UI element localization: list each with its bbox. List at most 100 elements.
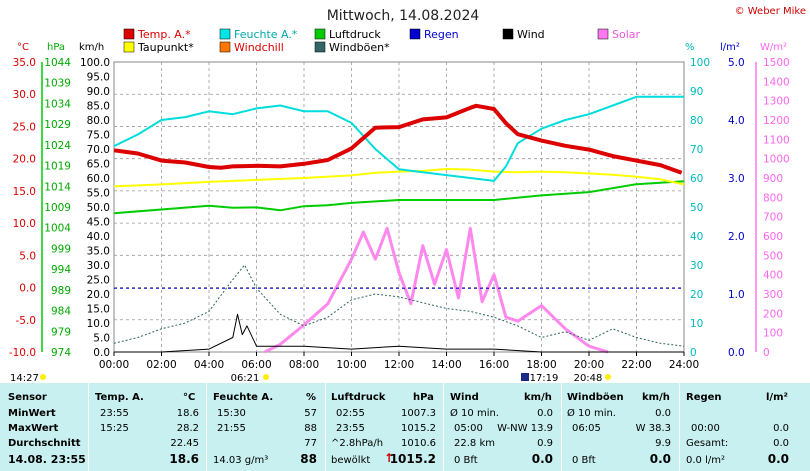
moon-time: 17:19 — [530, 373, 559, 383]
wind-tick-label: 90.0 — [87, 86, 110, 98]
wind-tick-label: 10.0 — [87, 318, 110, 330]
solar-tick-label: 300 — [763, 289, 783, 301]
temp-tick-label: 30.0 — [13, 89, 36, 101]
solar-tick-label: 600 — [763, 231, 783, 243]
max-rain-value: 0.0 — [773, 423, 789, 434]
max-hum-value: 88 — [304, 423, 317, 434]
pressure-trend-arrow: ↑ — [384, 451, 395, 465]
pressure-tick-label: 1029 — [44, 119, 71, 131]
hdr-press-unit: hPa — [413, 392, 434, 403]
hdr-press: Luftdruck — [331, 392, 386, 403]
temp-tick-label: 20.0 — [13, 154, 36, 166]
x-tick-label: 24:00 — [669, 359, 699, 371]
current-wind-bft: 0 Bft — [454, 455, 478, 466]
avg-temp-value: 22.45 — [170, 438, 199, 449]
series-solar — [264, 226, 609, 354]
hdr-temp: Temp. A. — [95, 392, 144, 403]
avg-hum-value: 77 — [304, 438, 317, 449]
current-rain-amount: 0.0 l/m² — [686, 455, 725, 466]
current-abs-humidity: 14.03 g/m³ — [213, 455, 269, 466]
legend-swatch — [123, 28, 135, 40]
pressure-tick-label: 989 — [51, 285, 71, 297]
pressure-tick-label: 984 — [51, 306, 71, 318]
temp-tick-label: 15.0 — [13, 186, 36, 198]
current-rain-value: 0.0 — [767, 452, 789, 466]
legend-swatch — [219, 41, 231, 53]
rain-tick-label: 3.0 — [728, 173, 745, 185]
row-label-current: 14.08. 23:55 — [8, 453, 86, 466]
pressure-tick-label: 1019 — [44, 161, 71, 173]
solar-tick-label: 900 — [763, 173, 783, 185]
min-press-value: 1007.3 — [401, 408, 436, 419]
legend-label: Regen — [424, 28, 459, 41]
x-tick-label: 04:00 — [194, 359, 224, 371]
max-temp-value: 28.2 — [176, 423, 199, 434]
min-gust-label: Ø 10 min. — [567, 408, 616, 419]
legend-swatch — [123, 41, 135, 53]
solar-tick-label: 0 — [763, 347, 770, 359]
min-temp-value: 18.6 — [176, 408, 199, 419]
rain-tick-label: 5.0 — [728, 57, 745, 69]
max-gust-time: 06:05 — [572, 423, 601, 434]
legend-label: Wind — [517, 28, 545, 41]
pressure-tick-label: 979 — [51, 326, 71, 338]
sunrise-time: 06:21 — [231, 373, 260, 383]
x-tick-label: 06:00 — [241, 359, 271, 371]
start-icon — [40, 374, 46, 380]
x-tick-label: 08:00 — [289, 359, 319, 371]
wind-tick-label: 65.0 — [87, 159, 110, 171]
wind-tick-label: 60.0 — [87, 173, 110, 185]
current-forecast: bewölkt — [331, 455, 371, 466]
legend-label: Luftdruck — [329, 28, 381, 41]
current-gust-value: 0.0 — [649, 452, 671, 466]
rain-total-label: Gesamt: — [686, 438, 729, 449]
humidity-tick-label: 100 — [690, 57, 710, 69]
humidity-tick-label: 20 — [690, 289, 703, 301]
legend-swatch — [409, 28, 421, 40]
stats-table: Sensor Temp. A. °C Feuchte A. % Luftdruc… — [0, 383, 810, 471]
solar-tick-label: 200 — [763, 308, 783, 320]
max-wind-time: 05:00 — [454, 423, 483, 434]
rain-tick-label: 0.0 — [728, 347, 745, 359]
hdr-gust-unit: km/h — [642, 392, 670, 403]
max-press-time: 23:55 — [336, 423, 365, 434]
min-hum-time: 15:30 — [217, 408, 246, 419]
sunset-time: 20:48 — [574, 373, 603, 383]
hdr-hum-unit: % — [306, 392, 317, 403]
x-tick-label: 22:00 — [621, 359, 651, 371]
x-tick-label: 18:00 — [526, 359, 556, 371]
max-wind-dir: W-NW 13.9 — [497, 423, 553, 434]
humidity-tick-label: 10 — [690, 318, 703, 330]
avg-wind-distance: 22.8 km — [454, 438, 495, 449]
max-press-value: 1015.2 — [401, 423, 436, 434]
humidity-tick-label: 40 — [690, 231, 703, 243]
hdr-gust: Windböen — [567, 392, 624, 403]
series-taupunkt — [113, 168, 685, 188]
temp-tick-label: 10.0 — [13, 218, 36, 230]
legend-label: Windchill — [234, 41, 284, 54]
rain-total-value: 0.0 — [773, 438, 789, 449]
row-label-avg: Durchschnitt — [8, 438, 81, 449]
chart-title: Mittwoch, 14.08.2024 — [327, 8, 480, 24]
max-rain-time: 00:00 — [691, 423, 720, 434]
pressure-tick-label: 994 — [51, 264, 71, 276]
solar-tick-label: 1400 — [763, 76, 790, 88]
wind-tick-label: 75.0 — [87, 130, 110, 142]
start-time: 14:27 — [10, 373, 39, 383]
wind-tick-label: 70.0 — [87, 144, 110, 156]
pressure-tick-label: 1044 — [44, 57, 71, 69]
axis-header-rain: l/m² — [720, 42, 740, 53]
max-gust-dir: W 38.3 — [635, 423, 671, 434]
rain-tick-label: 4.0 — [728, 115, 745, 127]
humidity-tick-label: 70 — [690, 144, 703, 156]
row-label-min: MinWert — [8, 408, 56, 419]
wind-tick-label: 5.0 — [93, 333, 110, 345]
series-wind — [114, 313, 684, 353]
sunset-icon — [605, 374, 611, 380]
temp-tick-label: 35.0 — [13, 57, 36, 69]
sunrise-icon — [263, 374, 269, 380]
moon-icon — [521, 373, 529, 381]
series-tempa — [113, 103, 683, 175]
avg-wind-value: 0.9 — [537, 438, 553, 449]
current-gust-bft: 0 Bft — [572, 455, 596, 466]
